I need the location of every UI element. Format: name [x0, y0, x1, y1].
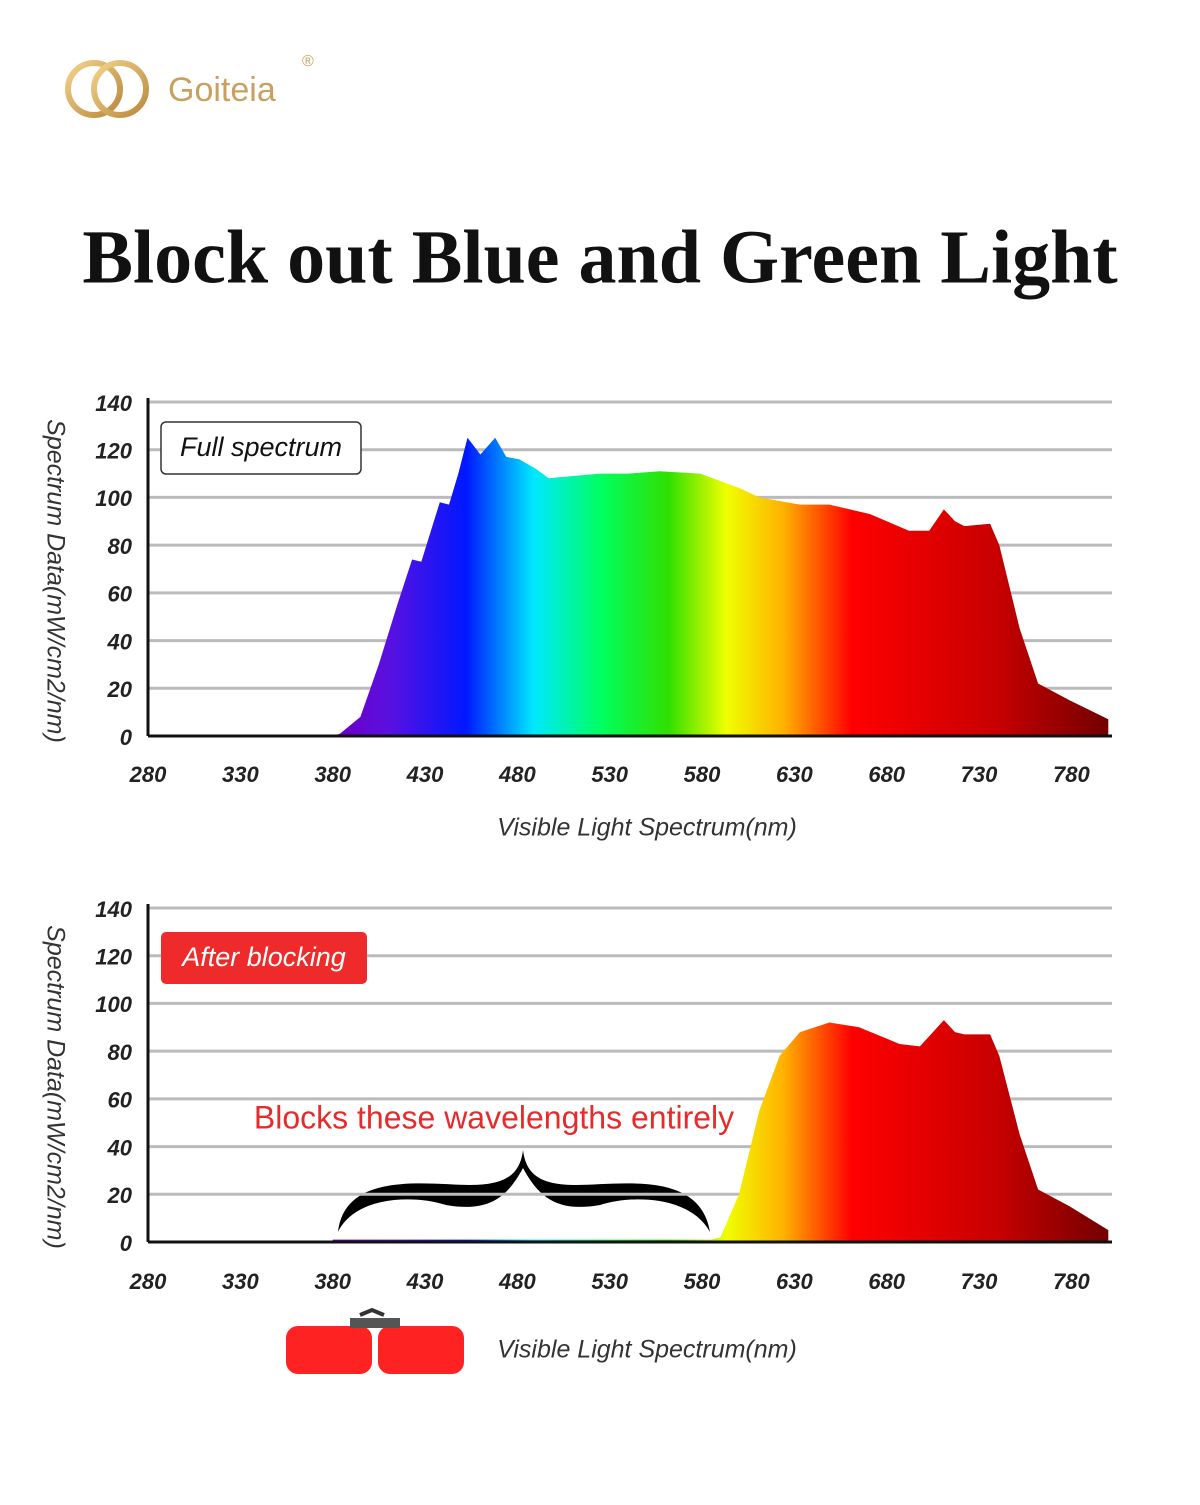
x-tick-label: 380 [314, 1269, 351, 1294]
x-tick-label: 730 [961, 1269, 998, 1294]
x-tick-label: 580 [684, 1269, 721, 1294]
y-axis-title: Spectrum Data(mW/cm2/nm) [41, 925, 69, 1249]
y-tick-label: 80 [108, 1040, 133, 1065]
x-tick-label: 730 [961, 762, 998, 787]
y-tick-label: 60 [108, 1088, 133, 1113]
x-tick-label: 430 [406, 762, 444, 787]
y-tick-label: 0 [120, 1231, 133, 1256]
spectrum-area [332, 1020, 1109, 1242]
brand: Goiteia [168, 71, 276, 109]
x-tick-label: 480 [498, 762, 536, 787]
y-axis-title: Spectrum Data(mW/cm2/nm) [41, 419, 69, 743]
registered-mark: ® [302, 53, 314, 70]
x-axis-title: Visible Light Spectrum(nm) [497, 1336, 797, 1364]
y-tick-label: 100 [95, 486, 132, 511]
legend-label: After blocking [180, 942, 346, 972]
y-tick-label: 120 [95, 945, 132, 970]
legend-label: Full spectrum [180, 432, 342, 462]
y-tick-label: 60 [108, 582, 133, 607]
y-tick-label: 40 [107, 629, 133, 654]
y-tick-label: 140 [95, 391, 132, 416]
x-tick-label: 330 [222, 762, 259, 787]
glasses-icon [286, 1307, 464, 1374]
y-tick-label: 120 [95, 439, 132, 464]
x-tick-label: 680 [868, 762, 905, 787]
x-tick-label: 330 [222, 1269, 259, 1294]
title: Block out Blue and Green Light [82, 215, 1117, 299]
y-tick-label: 140 [95, 897, 132, 922]
x-tick-label: 380 [314, 762, 351, 787]
x-tick-label: 280 [129, 1269, 167, 1294]
x-tick-label: 530 [591, 1269, 628, 1294]
y-tick-label: 40 [107, 1135, 133, 1160]
brace [338, 1150, 710, 1232]
legend-box [160, 421, 362, 475]
y-tick-label: 80 [108, 534, 133, 559]
x-tick-label: 580 [684, 762, 721, 787]
y-tick-label: 20 [107, 677, 133, 702]
x-tick-label: 530 [591, 762, 628, 787]
x-tick-label: 630 [776, 762, 813, 787]
logo [65, 60, 149, 118]
x-axis-title: Visible Light Spectrum(nm) [497, 814, 797, 842]
x-tick-label: 430 [406, 1269, 444, 1294]
y-tick-label: 0 [120, 725, 133, 750]
spectrum-area [332, 437, 1109, 736]
x-tick-label: 480 [498, 1269, 536, 1294]
x-tick-label: 630 [776, 1269, 813, 1294]
y-tick-label: 100 [95, 992, 132, 1017]
x-tick-label: 780 [1053, 762, 1090, 787]
x-tick-label: 280 [129, 762, 167, 787]
x-tick-label: 680 [868, 1269, 905, 1294]
legend-box [161, 932, 367, 984]
annotation: Blocks these wavelengths entirely [254, 1099, 734, 1135]
x-tick-label: 780 [1053, 1269, 1090, 1294]
y-tick-label: 20 [107, 1183, 133, 1208]
